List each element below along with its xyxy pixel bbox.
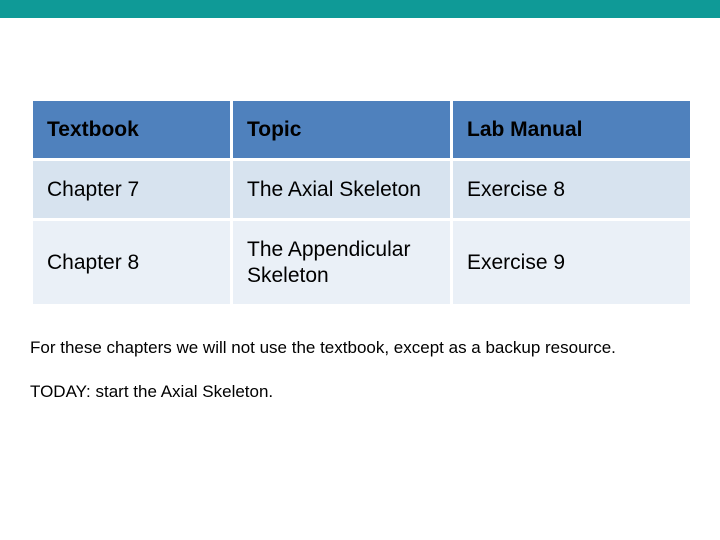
table-header-row: Textbook Topic Lab Manual <box>32 100 692 160</box>
notes-block: For these chapters we will not use the t… <box>0 307 720 403</box>
note-line-1: For these chapters we will not use the t… <box>30 337 690 359</box>
slide-content: Textbook Topic Lab Manual Chapter 7 The … <box>0 18 720 307</box>
col-header-topic: Topic <box>232 100 452 160</box>
cell-topic: The Axial Skeleton <box>232 160 452 220</box>
chapter-table: Textbook Topic Lab Manual Chapter 7 The … <box>30 98 693 307</box>
cell-textbook: Chapter 7 <box>32 160 232 220</box>
cell-topic: The Appendicular Skeleton <box>232 220 452 305</box>
top-accent-bar <box>0 0 720 18</box>
cell-labmanual: Exercise 8 <box>452 160 692 220</box>
table-row: Chapter 8 The Appendicular Skeleton Exer… <box>32 220 692 305</box>
cell-labmanual: Exercise 9 <box>452 220 692 305</box>
col-header-labmanual: Lab Manual <box>452 100 692 160</box>
note-line-2: TODAY: start the Axial Skeleton. <box>30 381 690 403</box>
col-header-textbook: Textbook <box>32 100 232 160</box>
cell-textbook: Chapter 8 <box>32 220 232 305</box>
table-row: Chapter 7 The Axial Skeleton Exercise 8 <box>32 160 692 220</box>
